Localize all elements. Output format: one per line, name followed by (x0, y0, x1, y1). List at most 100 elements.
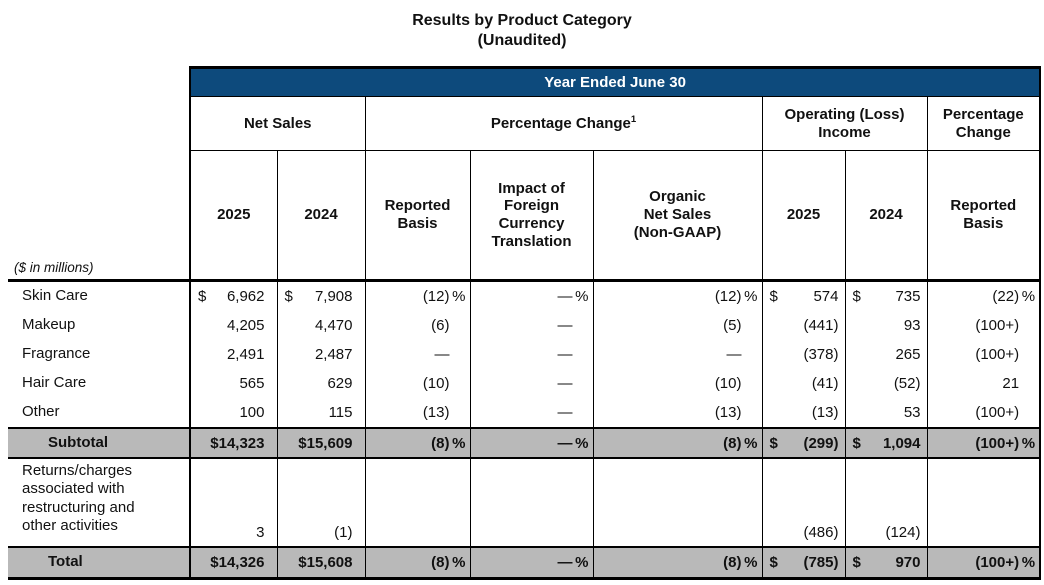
cell-pct-organic: (8)% (592, 546, 763, 580)
cell-oi-2024: $970 (844, 546, 928, 580)
column-header-organic-net-sales: Organic Net Sales (Non-GAAP) (592, 150, 763, 282)
year-band: Year Ended June 30 (188, 66, 1042, 97)
cell-pct-change-oi: 21 (926, 369, 1042, 398)
cell-pct-fx-impact: —% (469, 546, 594, 580)
column-header-reported-basis-oi: Reported Basis (926, 150, 1042, 282)
group-header-net-sales: Net Sales (189, 96, 366, 151)
column-header-reported-basis: Reported Basis (364, 150, 471, 282)
cell-oi-2025: $574 (761, 279, 846, 311)
column-header-row: ($ in millions) 2025 2024 Reported Basis… (8, 150, 1042, 282)
cell-oi-2024: 265 (844, 340, 928, 369)
page-title: Results by Product Category (Unaudited) (0, 11, 1044, 50)
cell-net-sales-2024: 2,487 (276, 340, 366, 369)
row-label: Total (8, 546, 191, 580)
cell-net-sales-2025: $14,326 (189, 546, 278, 580)
cell-net-sales-2024: 115 (276, 398, 366, 428)
cell-pct-change-oi: (100+) (926, 311, 1042, 340)
cell-pct-change-oi: (100+)% (926, 546, 1042, 580)
cell-oi-2025: $ (299) (761, 427, 846, 459)
table-row-fragrance: Fragrance 2,491 2,487 — — — (378) 265 (1… (8, 340, 1042, 369)
cell-oi-2024: (52) (844, 369, 928, 398)
row-label: Returns/charges associated with restruct… (8, 458, 191, 547)
corner-cell (8, 67, 191, 97)
cell-net-sales-2025: 100 (189, 398, 278, 428)
corner-cell (8, 96, 191, 151)
cell-net-sales-2024: $15,608 (276, 546, 366, 580)
footnote-marker: 1 (630, 113, 637, 125)
cell-oi-2024: (124) (844, 458, 928, 547)
cell-pct-change-oi: (100+)% (926, 427, 1042, 459)
row-label: Makeup (8, 311, 191, 340)
cell-pct-organic: (13) (592, 398, 763, 428)
table-row-returns-charges: Returns/charges associated with restruct… (8, 458, 1042, 547)
cell-pct-organic: (8)% (592, 427, 763, 459)
cell-pct-reported-basis (364, 458, 471, 547)
cell-net-sales-2025: 2,491 (189, 340, 278, 369)
row-label: Skin Care (8, 279, 191, 311)
table-row-other: Other 100 115 (13) — (13) (13) 53 (100+) (8, 398, 1042, 428)
cell-pct-fx-impact: —% (469, 427, 594, 459)
cell-pct-change-oi (926, 458, 1042, 547)
cell-oi-2025: (441) (761, 311, 846, 340)
column-header-oi-2025: 2025 (761, 150, 846, 282)
column-header-ns-2025: 2025 (189, 150, 278, 282)
cell-pct-fx-impact: — (469, 340, 594, 369)
cell-pct-organic: (10) (592, 369, 763, 398)
column-header-fx-impact: Impact of Foreign Currency Translation (469, 150, 594, 282)
cell-net-sales-2025: 3 (189, 458, 278, 547)
cell-pct-fx-impact (469, 458, 594, 547)
cell-pct-organic: (12)% (592, 279, 763, 311)
cell-pct-organic: (5) (592, 311, 763, 340)
cell-net-sales-2024: $7,908 (276, 279, 366, 311)
cell-net-sales-2024: 4,470 (276, 311, 366, 340)
cell-pct-organic (592, 458, 763, 547)
cell-net-sales-2024: (1) (276, 458, 366, 547)
cell-net-sales-2025: 565 (189, 369, 278, 398)
group-header-percentage-change: Percentage Change1 (364, 96, 763, 151)
cell-pct-reported-basis: — (364, 340, 471, 369)
cell-oi-2024: $735 (844, 279, 928, 311)
cell-pct-organic: — (592, 340, 763, 369)
units-note: ($ in millions) (8, 150, 191, 282)
cell-pct-fx-impact: — (469, 311, 594, 340)
cell-pct-reported-basis: (8)% (364, 427, 471, 459)
cell-oi-2025: $ (785) (761, 546, 846, 580)
page-title-line1: Results by Product Category (412, 12, 632, 29)
column-header-ns-2024: 2024 (276, 150, 366, 282)
group-header-percentage-change-oi: Percentage Change (926, 96, 1042, 151)
table-row-makeup: Makeup 4,205 4,470 (6) — (5) (441) 93 (1… (8, 311, 1042, 340)
cell-pct-fx-impact: —% (469, 279, 594, 311)
row-label: Subtotal (8, 427, 191, 459)
table-row-hair-care: Hair Care 565 629 (10) — (10) (41) (52) … (8, 369, 1042, 398)
cell-pct-change-oi: (100+) (926, 398, 1042, 428)
cell-oi-2025: (486) (761, 458, 846, 547)
cell-net-sales-2025: $6,962 (189, 279, 278, 311)
cell-oi-2025: (13) (761, 398, 846, 428)
cell-net-sales-2024: $15,609 (276, 427, 366, 459)
cell-pct-reported-basis: (12)% (364, 279, 471, 311)
row-label: Other (8, 398, 191, 428)
cell-oi-2025: (378) (761, 340, 846, 369)
cell-pct-reported-basis: (10) (364, 369, 471, 398)
group-header-row: Net Sales Percentage Change1 Operating (… (8, 96, 1042, 151)
cell-pct-fx-impact: — (469, 398, 594, 428)
cell-pct-fx-impact: — (469, 369, 594, 398)
cell-oi-2024: 93 (844, 311, 928, 340)
cell-pct-change-oi: (100+) (926, 340, 1042, 369)
cell-net-sales-2024: 629 (276, 369, 366, 398)
group-header-operating-income: Operating (Loss) Income (761, 96, 928, 151)
cell-oi-2025: (41) (761, 369, 846, 398)
year-band-row: Year Ended June 30 (8, 66, 1042, 97)
cell-net-sales-2025: 4,205 (189, 311, 278, 340)
cell-pct-reported-basis: (13) (364, 398, 471, 428)
cell-pct-reported-basis: (8)% (364, 546, 471, 580)
page-title-line2: (Unaudited) (477, 31, 567, 49)
cell-oi-2024: $1,094 (844, 427, 928, 459)
row-label: Fragrance (8, 340, 191, 369)
cell-pct-change-oi: (22)% (926, 279, 1042, 311)
table-row-total: Total $14,326 $15,608 (8)% —% (8)% $ (785… (8, 546, 1042, 580)
cell-net-sales-2025: $14,323 (189, 427, 278, 459)
table-row-subtotal: Subtotal $14,323 $15,609 (8)% —% (8)% $(… (8, 427, 1042, 459)
table-row-skin-care: Skin Care $6,962 $7,908 (12)% —% (12)% $… (8, 279, 1042, 311)
cell-pct-reported-basis: (6) (364, 311, 471, 340)
